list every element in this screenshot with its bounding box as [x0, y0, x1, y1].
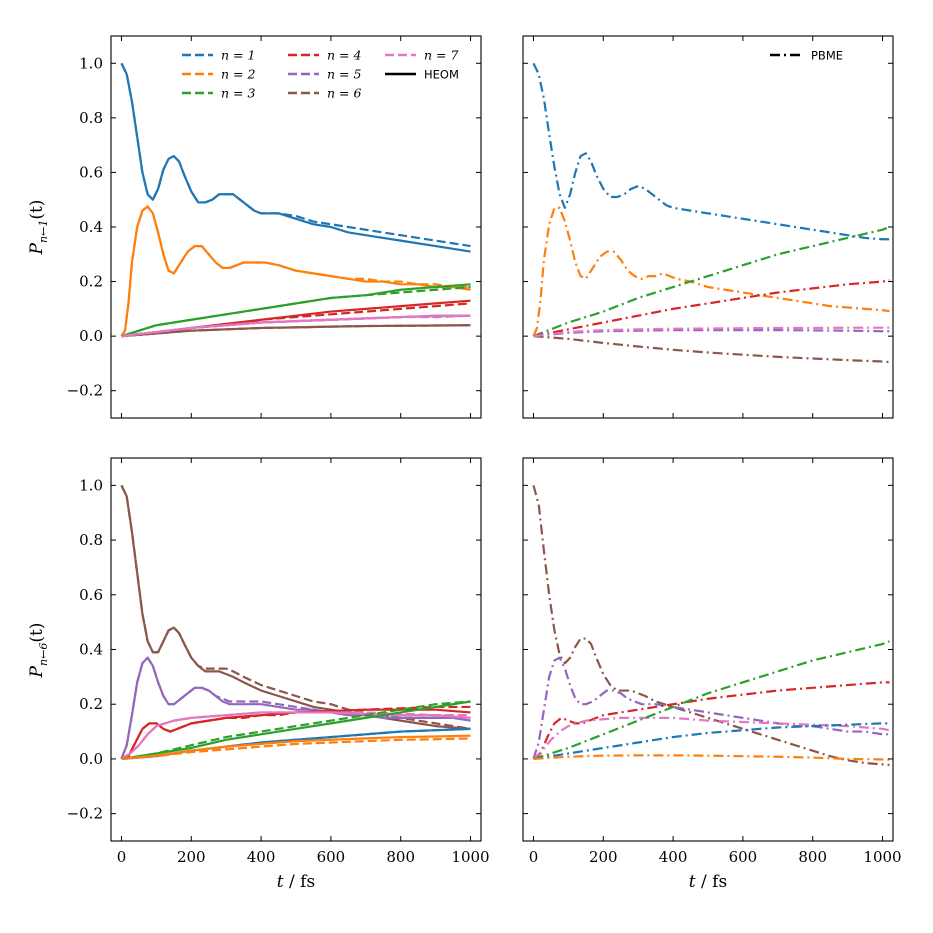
- x-tick-label: 600: [317, 848, 346, 866]
- series-line-bl-n-7-heom: [120, 711, 471, 760]
- panel-top-right-axes: [522, 35, 894, 419]
- x-tick-label: 200: [589, 848, 618, 866]
- panel-bottom-right-series: [532, 485, 890, 767]
- legend-label: n = 5: [327, 67, 361, 82]
- legend-label: n = 7: [424, 48, 458, 63]
- series-line-bl-n-4-heom: [121, 708, 471, 760]
- x-tick-label: 0: [117, 848, 127, 866]
- panel-top-left-axes: −0.2 0.0 0.2 0.4 0.6 0.8 1.0: [67, 35, 482, 419]
- series-line-bl-n-2-heom: [121, 734, 471, 761]
- legend-label: n = 1: [221, 48, 255, 63]
- axes-frame: [522, 457, 894, 842]
- panel-bottom-left-series: [120, 484, 471, 761]
- legend-label: HEOM: [424, 68, 459, 82]
- series-line-bl-n-6-dashed: [120, 484, 471, 730]
- series-line-br-n-4-pbme: [532, 681, 890, 760]
- x-tick-label: 0: [529, 848, 539, 866]
- x-tick-label: 1000: [863, 848, 901, 866]
- series-line-tl-n-3-dashed: [121, 285, 471, 338]
- series-line-br-n-1-pbme: [533, 722, 890, 761]
- x-axis-label-right: t / fs: [689, 872, 727, 892]
- series-line-tl-n-3-heom: [121, 283, 471, 338]
- series-line-bl-n-3-heom: [121, 700, 471, 761]
- legend-label: PBME: [811, 49, 843, 63]
- y-tick-label: 0.6: [79, 586, 103, 604]
- panel-bottom-right-axes: 0 200 400 600 800 1000: [522, 457, 902, 866]
- y-tick-label: 0.2: [79, 695, 103, 713]
- series-line-tr-n-7-pbme: [533, 326, 890, 338]
- series-line-tl-n-2-heom: [120, 205, 471, 337]
- y-tick-label: 0.0: [79, 750, 103, 768]
- y-tick-label: 0.4: [79, 641, 103, 659]
- legend-label: n = 4: [327, 48, 361, 63]
- legend-top-left: n = 1 n = 2 n = 3 n = 4 n = 5 n = 6 n = 7 HEOM: [182, 48, 459, 101]
- series-line-br-n-7-pbme: [532, 716, 890, 760]
- y-axis-label-bottom: Pn←6(t): [27, 623, 50, 679]
- series-line-bl-n-6-heom: [120, 484, 471, 730]
- y-tick-label: 0.8: [79, 531, 103, 549]
- series-line-bl-n-3-dashed: [121, 700, 471, 761]
- series-line-tl-n-7-heom: [121, 314, 471, 338]
- y-tick-label: 0.2: [79, 273, 103, 291]
- series-line-tr-n-3-pbme: [533, 225, 890, 338]
- series-line-tr-n-1-pbme: [532, 62, 890, 241]
- y-tick-label: 0.8: [79, 109, 103, 127]
- series-line-br-n-6-pbme: [532, 485, 890, 767]
- series-line-tr-n-6-pbme: [533, 335, 890, 364]
- y-tick-label: −0.2: [67, 382, 103, 400]
- legend-label: n = 3: [221, 86, 255, 101]
- series-line-tr-n-2-pbme: [532, 206, 890, 337]
- y-tick-label: 1.0: [79, 476, 103, 494]
- series-line-tr-n-4-pbme: [533, 279, 890, 338]
- y-tick-label: 0.4: [79, 218, 103, 236]
- x-tick-label: 400: [659, 848, 688, 866]
- y-tick-label: 0.0: [79, 327, 103, 345]
- x-axis-label-left: t / fs: [277, 872, 315, 892]
- panel-top-right-series: [532, 62, 890, 364]
- x-tick-label: 600: [729, 848, 758, 866]
- x-tick-label: 1000: [451, 848, 489, 866]
- axes-frame: [110, 457, 482, 842]
- series-line-br-n-3-pbme: [533, 640, 890, 760]
- y-tick-label: 1.0: [79, 54, 103, 72]
- panel-top-left-series: [120, 62, 471, 338]
- x-tick-label: 400: [247, 848, 276, 866]
- x-tick-label: 200: [177, 848, 206, 866]
- series-line-br-n-5-pbme: [532, 656, 890, 760]
- series-line-br-n-2-pbme: [533, 754, 890, 761]
- series-line-tl-n-1-heom: [120, 62, 471, 253]
- x-tick-label: 800: [798, 848, 827, 866]
- x-tick-label: 800: [386, 848, 415, 866]
- y-tick-label: −0.2: [67, 805, 103, 823]
- legend-top-right: PBME: [770, 49, 843, 63]
- y-axis-label-top: Pn←1(t): [27, 200, 50, 256]
- series-line-tl-n-6-heom: [121, 324, 471, 338]
- legend-label: n = 2: [221, 67, 255, 82]
- y-tick-label: 0.6: [79, 163, 103, 181]
- series-line-tr-n-5-pbme: [533, 329, 890, 338]
- panel-bottom-left-axes: 0 200 400 600 800 1000 −0.2 0.0 0.2 0.4 0.6 0.8 1.0: [67, 457, 490, 866]
- legend-label: n = 6: [327, 86, 361, 101]
